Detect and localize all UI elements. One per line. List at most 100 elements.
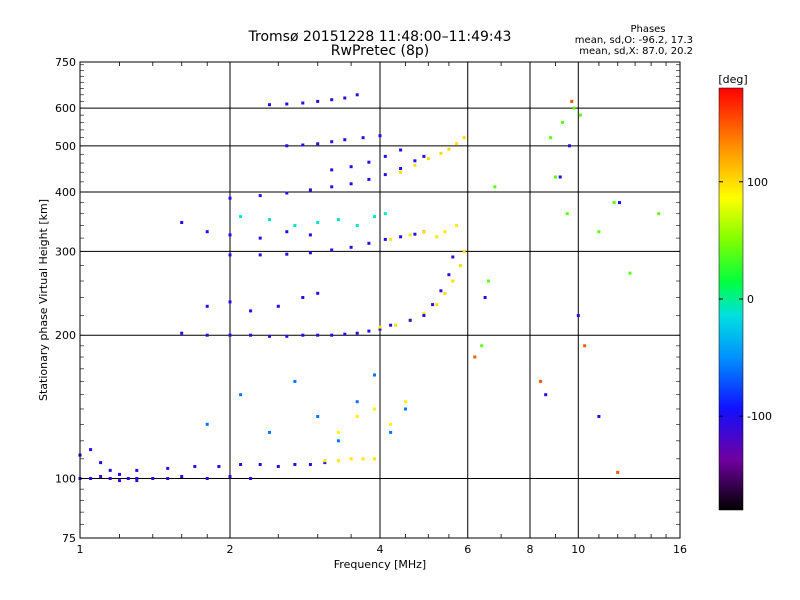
data-point [458,264,462,268]
data-point [616,470,620,474]
data-point [228,475,232,478]
data-point [583,344,587,348]
data-point [301,296,305,299]
data-point [349,245,353,249]
data-point [343,138,347,142]
data-point [330,185,334,189]
data-point [151,477,155,480]
data-point [180,221,184,224]
data-point [355,400,359,404]
data-point [399,170,403,174]
data-point [316,99,320,103]
data-point [293,463,297,466]
data-point [205,304,209,308]
data-point [193,465,197,468]
data-point [480,344,484,348]
data-point [483,296,487,299]
data-point [361,457,365,461]
y-tick-label: 200 [55,329,76,342]
x-tick-label: 10 [571,543,585,556]
data-point [394,323,398,327]
data-point [373,215,376,219]
data-point [422,314,426,317]
data-point [330,168,334,172]
x-tick-label: 8 [527,543,534,556]
data-point [554,175,557,179]
data-point [308,233,312,237]
data-point [618,201,621,205]
data-point [378,325,382,329]
data-point [399,148,403,152]
data-point [355,331,359,335]
stats-line-x: mean, sd,X: 87.0, 20.2 [579,46,693,57]
data-point [361,136,365,140]
y-tick-label: 300 [55,245,76,258]
y-tick-label: 100 [55,473,76,486]
y-tick-label: 400 [55,186,76,199]
data-point [228,233,232,237]
data-point [316,142,320,146]
data-point [413,159,417,163]
data-points [78,93,661,483]
data-point [443,230,447,234]
stats-heading: Phases [630,24,665,35]
data-point [249,309,253,313]
data-point [249,333,253,337]
data-point [316,415,320,418]
x-tick-label: 2 [227,543,234,556]
data-point [285,102,289,106]
data-point [389,237,393,241]
data-point [343,332,347,336]
data-point [239,393,243,397]
data-point [349,457,353,461]
y-tick-label: 600 [55,102,76,115]
data-point [404,407,407,411]
x-tick-label: 16 [673,543,687,556]
data-point [447,147,451,151]
data-point [108,477,112,480]
data-point [443,291,447,295]
data-point [447,273,451,277]
axis-ticks: 1 2 4 6 8 10 16 75 100 200 300 400 500 600 750 [55,56,687,556]
data-point [431,303,435,307]
data-point [89,477,93,480]
data-point [336,459,340,463]
data-point [258,253,262,257]
data-point [473,355,477,359]
data-point [301,143,305,147]
stats-line-o: mean, sd,O: -96.2, 17.3 [575,35,693,46]
data-point [383,154,387,158]
data-point [349,165,353,169]
data-point [301,101,305,105]
data-point [413,163,417,167]
data-point [570,99,574,103]
y-tick-label: 75 [62,532,76,545]
data-point [268,334,271,338]
data-point [383,237,387,241]
data-point [373,407,376,411]
data-point [539,379,543,383]
data-point [486,279,490,283]
data-point [383,173,387,177]
data-point [544,393,548,397]
data-point [578,113,582,117]
data-point [330,140,334,144]
data-point [276,465,280,468]
data-point [323,461,327,465]
data-point [268,218,271,222]
data-point [378,134,382,138]
data-point [336,218,340,222]
data-point [657,212,661,216]
data-point [336,430,340,434]
data-point [118,472,121,476]
data-point [349,182,353,186]
x-tick-label: 1 [77,543,84,556]
data-point [367,241,371,245]
data-point [367,329,371,333]
data-point [568,144,571,148]
data-point [367,177,371,181]
data-point [373,457,376,461]
data-point [355,93,359,97]
data-point [180,475,184,478]
